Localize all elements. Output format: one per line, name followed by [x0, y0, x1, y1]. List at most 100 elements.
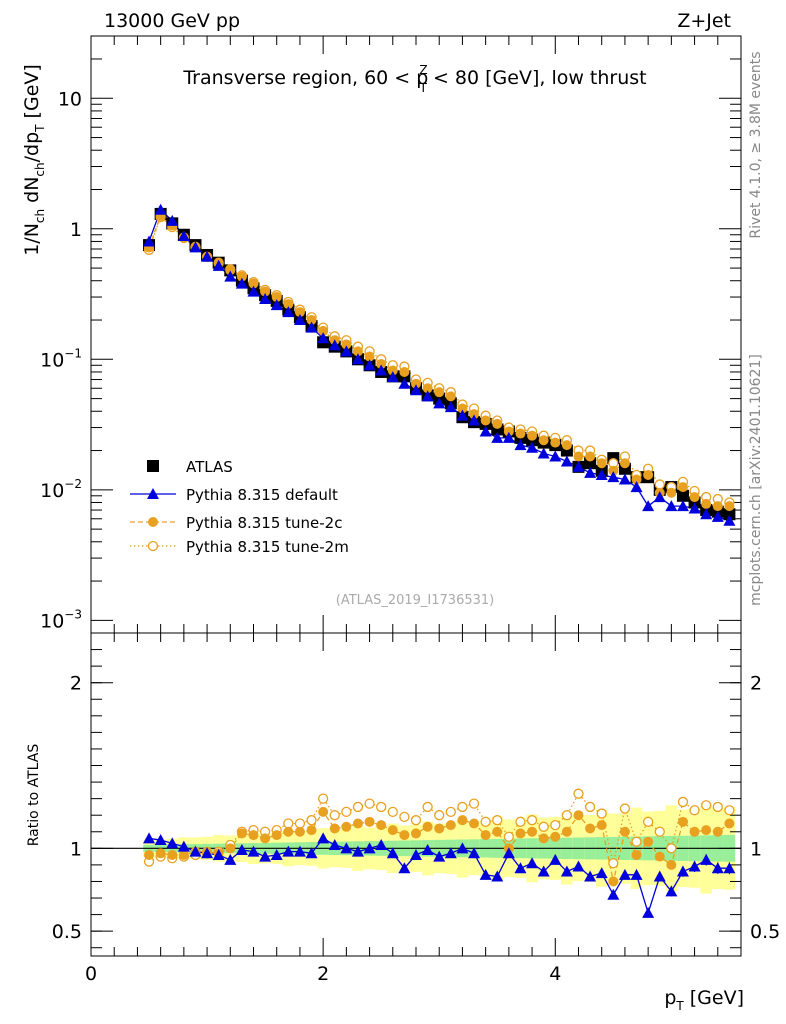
ratio-tune2m-point: [387, 806, 398, 818]
main-y-tick-label: 1: [70, 219, 82, 241]
ratio-default-point: [665, 885, 678, 897]
ratio-tune2m-point: [631, 836, 642, 847]
ratio-default-point: [328, 839, 341, 851]
tune2c-point: [503, 426, 514, 437]
default-point: [433, 397, 446, 409]
ratio-tune2m-point: [689, 805, 700, 816]
ratio-tune2m-point: [619, 803, 631, 814]
ratio-tune2c-point: [469, 818, 480, 829]
ratio-tune2c-point: [677, 816, 688, 827]
tune2c-point: [550, 437, 561, 448]
ratio-default-point: [363, 842, 376, 854]
default-point: [177, 230, 190, 242]
ratio-tune2m-point: [422, 801, 433, 813]
ratio-default-point: [560, 865, 573, 877]
default-point: [607, 471, 620, 483]
default-point: [317, 332, 330, 344]
tune2c-point: [677, 482, 688, 493]
ratio-tune2c-point: [608, 876, 619, 887]
ratio-default-point: [259, 850, 272, 862]
ratio-default-point: [235, 843, 248, 855]
ratio-default-point: [410, 848, 422, 860]
ratio-tune2m-point: [666, 843, 677, 854]
ratio-tune2m-point: [434, 810, 445, 821]
x-axis-label: pT [GeV]: [664, 987, 744, 1013]
tune2m-point: [654, 479, 665, 490]
tune2c-point: [318, 325, 329, 336]
tune2c-point: [480, 415, 491, 426]
legend: ATLAS Pythia 8.315 default Pythia 8.315 …: [130, 458, 349, 556]
ratio-default-point: [700, 853, 713, 865]
ratio-tune2c-point: [666, 859, 677, 870]
ratio-tune2c-point: [515, 828, 526, 839]
ratio-default-point: [618, 868, 631, 880]
default-point: [711, 510, 724, 522]
ratio-tune2c-point: [492, 826, 503, 837]
energy-label: 13000 GeV pp: [104, 10, 240, 32]
tune2c-point: [364, 351, 375, 362]
ratio-tune2m-point: [526, 815, 538, 826]
ratio-tune2c-point: [155, 848, 166, 859]
legend-tune2m-label: Pythia 8.315 tune-2m: [186, 538, 349, 556]
ratio-tune2m-point: [294, 818, 306, 829]
default-point: [537, 447, 550, 459]
tune2c-point: [422, 383, 433, 394]
tune2c-point: [724, 501, 735, 512]
main-y-tick-label: 10−3: [40, 607, 82, 632]
ratio-tune2c-point: [724, 818, 735, 829]
ratio-default-point: [293, 845, 306, 857]
ratio-tune2c-point: [654, 851, 665, 862]
ratio-tune2c-point: [341, 821, 352, 832]
ratio-default-point: [491, 870, 504, 882]
default-point: [235, 277, 248, 289]
ratio-tune2m-point: [352, 801, 364, 813]
rivet-label: Rivet 4.1.0, ≥ 3.8M events: [748, 51, 764, 238]
ratio-tune2c-point: [619, 826, 630, 837]
tune2c-point: [399, 366, 410, 377]
tune2c-point: [631, 474, 642, 485]
ratio-default-point: [607, 888, 620, 900]
default-point: [421, 390, 434, 402]
ratio-tune2c-point: [260, 833, 271, 844]
tune2c-point: [573, 451, 584, 462]
tune2c-point: [608, 465, 619, 476]
ratio-tune2m-point: [596, 808, 607, 819]
main-y-axis-label: 1/Nch dNch/dpT [GeV]: [21, 64, 47, 256]
ratio-tune2c-point: [527, 826, 538, 837]
ratio-axis-ticks: 2 21 10.5 0.50 2 4: [52, 633, 780, 985]
ratio-tune2c-point: [561, 826, 572, 837]
default-point: [386, 371, 399, 383]
legend-atlas-label: ATLAS: [186, 458, 233, 476]
main-y-tick-label: 10−2: [40, 477, 82, 502]
default-point: [595, 468, 608, 480]
tune2c-point: [294, 307, 305, 318]
tune2c-point: [643, 469, 654, 480]
ratio-tune2c-point: [167, 849, 178, 860]
ratio-default-point: [433, 850, 446, 862]
ratio-tune2c-point: [399, 830, 410, 841]
default-point: [154, 203, 167, 215]
ratio-default-point: [305, 847, 318, 859]
ratio-default-point: [421, 843, 434, 855]
ratio-panel-frame: [90, 632, 742, 957]
default-point: [247, 285, 260, 297]
ratio-tune2m-point: [550, 819, 561, 831]
ratio-tune2m-point: [364, 798, 375, 809]
ratio-default-point: [212, 848, 225, 860]
main-axis-ticks: 10 1 10−1 10−2 10−3: [40, 35, 742, 633]
x-tick-label: 2: [317, 963, 329, 985]
ratio-tune2m-point: [561, 810, 573, 821]
default-point: [676, 500, 689, 512]
ratio-tune2m-point: [503, 831, 515, 842]
ratio-tune2c-point: [306, 825, 317, 836]
main-series-layer: [143, 203, 736, 526]
ratio-tune2c-point: [376, 820, 387, 831]
legend-tune2c-label: Pythia 8.315 tune-2c: [186, 514, 342, 532]
ratio-default-point: [166, 837, 179, 849]
default-point: [212, 259, 225, 271]
tune2c-point: [689, 492, 700, 503]
ratio-default-point: [468, 847, 481, 859]
tune2c-point: [248, 278, 259, 289]
ratio-default-point: [526, 857, 539, 869]
default-point: [328, 339, 341, 351]
